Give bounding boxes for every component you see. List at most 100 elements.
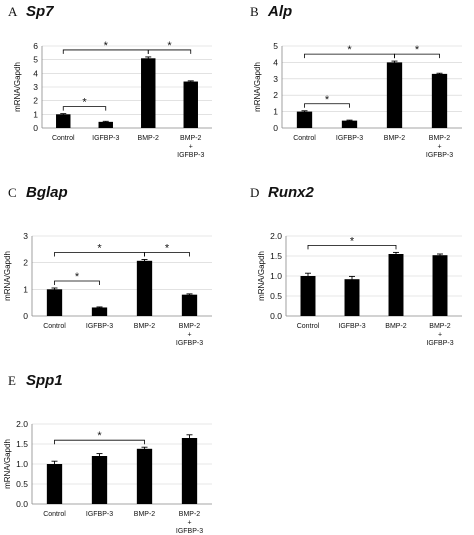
bar — [388, 254, 404, 316]
significance-label: * — [415, 44, 420, 56]
y-tick-label: 4 — [33, 68, 38, 78]
category-label: BMP-2 — [179, 511, 201, 518]
bar — [136, 448, 153, 504]
significance-bracket — [54, 280, 100, 285]
significance-label: * — [347, 44, 352, 56]
bar — [46, 289, 63, 316]
y-tick-label: 0 — [273, 123, 278, 133]
significance-label: * — [350, 235, 355, 247]
y-axis-label: mRNA/Gapdh — [3, 251, 12, 301]
category-label: IGFBP-3 — [176, 340, 203, 347]
bar — [341, 120, 358, 128]
bar — [91, 456, 108, 504]
y-tick-label: 5 — [273, 41, 278, 51]
y-tick-label: 2 — [23, 258, 28, 268]
y-tick-label: 2.0 — [16, 419, 28, 429]
panel-c: C Bglap 0 1 2 3 mRNA/Gapdh Control IGFBP-3 BMP-2 B… — [3, 184, 212, 347]
y-tick-label: 0.0 — [16, 499, 28, 509]
y-tick-label: 3 — [23, 231, 28, 241]
significance-label: * — [82, 97, 87, 109]
y-tick-label: 0 — [33, 123, 38, 133]
category-label: BMP-2 — [385, 323, 407, 330]
bar — [91, 307, 108, 316]
category-label: BMP-2 — [429, 135, 451, 142]
panel-letter: E — [8, 373, 16, 388]
category-label: BMP-2 — [180, 135, 202, 142]
y-tick-label: 2.0 — [270, 231, 282, 241]
category-label: + — [187, 520, 191, 527]
y-tick-label: 1.0 — [16, 459, 28, 469]
significance-bracket — [62, 106, 107, 111]
category-label: Control — [43, 323, 66, 330]
significance-bracket — [304, 53, 395, 59]
bar — [300, 276, 316, 316]
category-label: Control — [297, 323, 320, 330]
category-label: IGFBP-3 — [336, 135, 363, 142]
bar — [296, 111, 313, 128]
bar — [183, 81, 198, 128]
category-label: Control — [43, 511, 66, 518]
panel-letter: C — [8, 185, 17, 200]
y-axis-label: mRNA/Gapdh — [3, 439, 12, 489]
y-tick-label: 1.5 — [270, 251, 282, 261]
panel-d: D Runx2 0.0 0.5 1.0 1.5 2.0 mRNA/Gapdh Control IG… — [250, 184, 462, 347]
y-tick-label: 1 — [23, 284, 28, 294]
category-label: BMP-2 — [179, 323, 201, 330]
bar — [136, 260, 153, 316]
category-label: IGFBP-3 — [176, 528, 203, 535]
y-axis-label: mRNA/Gapdh — [13, 62, 22, 112]
bar — [181, 438, 198, 504]
y-axis-label: mRNA/Gapdh — [257, 251, 266, 301]
significance-bracket — [54, 439, 145, 445]
significance-bracket — [307, 245, 397, 250]
y-tick-label: 3 — [273, 74, 278, 84]
bar — [431, 73, 448, 128]
panel-e: E Spp1 0.0 0.5 1.0 1.5 2.0 mRNA/Gapdh Control IGF… — [3, 372, 212, 535]
bar — [344, 279, 360, 316]
category-label: IGFBP-3 — [338, 323, 365, 330]
y-tick-label: 1.0 — [270, 271, 282, 281]
gene-title: Alp — [267, 3, 292, 20]
panel-letter: B — [250, 4, 259, 19]
y-tick-label: 4 — [273, 57, 278, 67]
category-label: BMP-2 — [134, 511, 156, 518]
significance-bracket — [54, 252, 145, 257]
category-label: + — [437, 144, 441, 151]
y-tick-label: 3 — [33, 82, 38, 92]
y-tick-label: 0.0 — [270, 311, 282, 321]
y-tick-label: 6 — [33, 41, 38, 51]
bar — [46, 464, 63, 504]
category-label: IGFBP-3 — [86, 323, 113, 330]
category-label: IGFBP-3 — [426, 152, 453, 159]
panel-letter: A — [8, 4, 18, 19]
significance-label: * — [325, 94, 330, 106]
significance-label: * — [165, 242, 170, 254]
gene-title: Runx2 — [268, 184, 315, 201]
category-label: IGFBP-3 — [426, 340, 453, 347]
bar — [181, 294, 198, 316]
bar — [56, 114, 71, 128]
bar — [141, 58, 156, 128]
y-tick-label: 2 — [33, 96, 38, 106]
bar — [432, 255, 448, 316]
y-tick-label: 5 — [33, 55, 38, 65]
significance-label: * — [97, 430, 102, 442]
y-tick-label: 2 — [273, 90, 278, 100]
bar — [386, 62, 403, 128]
category-label: IGFBP-3 — [177, 152, 204, 159]
category-label: BMP-2 — [429, 323, 451, 330]
y-tick-label: 0.5 — [270, 291, 282, 301]
category-label: Control — [293, 135, 316, 142]
panel-a: A Sp7 0 1 2 3 4 5 6 mRNA/Gapdh Control IGFBP-3 BMP-2… — [8, 3, 212, 159]
category-label: Control — [52, 135, 75, 142]
gene-title: Spp1 — [26, 372, 63, 389]
gene-title: Bglap — [26, 184, 68, 201]
category-label: BMP-2 — [134, 323, 156, 330]
significance-label: * — [97, 242, 102, 254]
significance-label: * — [75, 271, 80, 283]
category-label: + — [187, 332, 191, 339]
category-label: BMP-2 — [138, 135, 160, 142]
category-label: IGFBP-3 — [92, 135, 119, 142]
y-tick-label: 0.5 — [16, 479, 28, 489]
